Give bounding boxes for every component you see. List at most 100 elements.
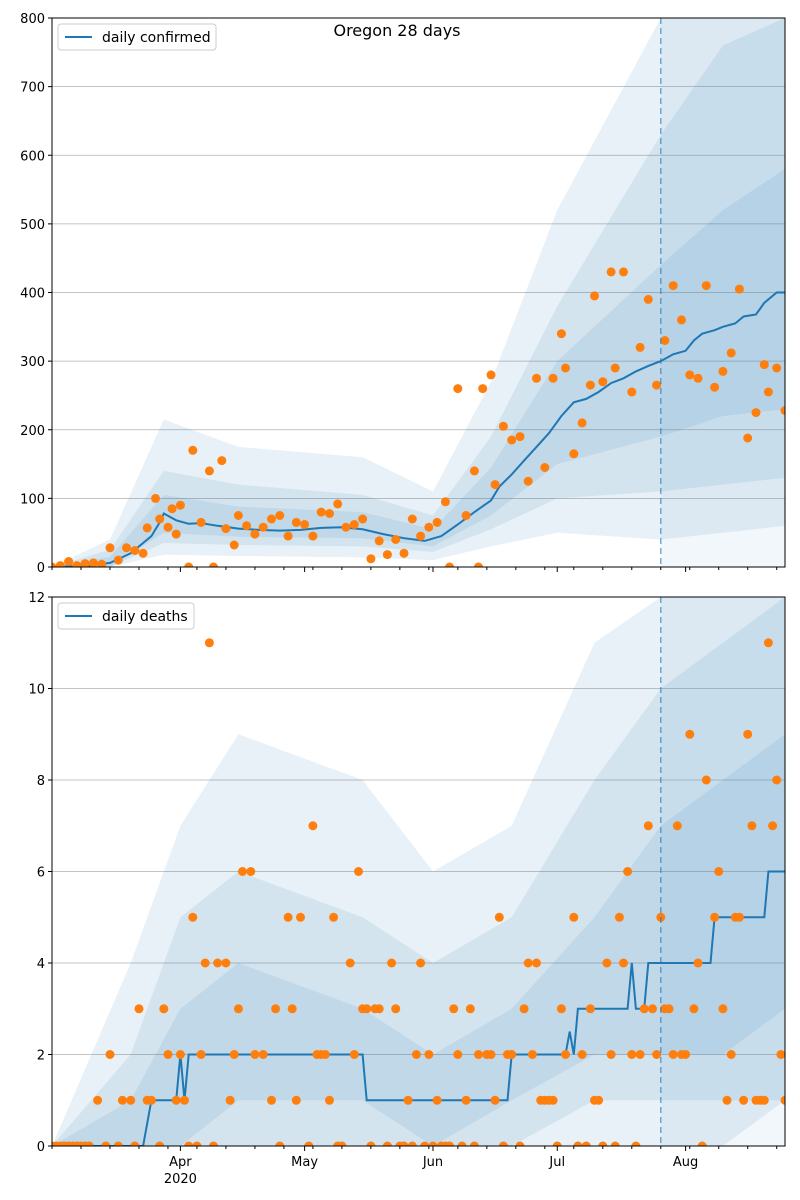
observed-point (569, 912, 579, 922)
observed-point (627, 387, 637, 397)
observed-point (577, 418, 587, 428)
series-line (52, 291, 785, 567)
observed-point (345, 958, 355, 968)
observed-point (55, 561, 65, 567)
observed-point (337, 1141, 347, 1146)
x-tick-label: Jul (548, 1155, 565, 1170)
observed-point (763, 387, 773, 397)
y-tick-label: 4 (37, 957, 45, 972)
observed-point (722, 1095, 732, 1105)
observed-point (540, 463, 550, 472)
y-tick-label: 0 (37, 1140, 45, 1155)
observed-point (275, 511, 285, 520)
observed-point (573, 1141, 583, 1146)
observed-point (507, 435, 517, 445)
observed-point (192, 1141, 202, 1146)
observed-point (242, 521, 252, 531)
observed-point (233, 511, 243, 520)
observed-point (743, 433, 753, 443)
observed-point (382, 550, 392, 560)
observed-point (623, 867, 633, 876)
observed-point (291, 1095, 301, 1105)
y-tick-label: 8 (37, 774, 45, 789)
observed-point (308, 531, 318, 541)
observed-point (780, 1095, 785, 1105)
observed-point (349, 1050, 359, 1059)
observed-point (469, 1141, 479, 1146)
observed-point (648, 1004, 657, 1014)
figure-title: Oregon 28 days (333, 21, 460, 40)
observed-point (84, 1141, 94, 1146)
observed-point (726, 1050, 736, 1059)
observed-point (606, 1050, 616, 1059)
observed-point (151, 493, 160, 503)
observed-point (772, 363, 782, 373)
observed-point (420, 1141, 430, 1146)
observed-point (316, 507, 326, 517)
observed-point (490, 1095, 500, 1105)
observed-point (693, 373, 703, 383)
observed-point (610, 1141, 620, 1146)
observed-point (117, 1095, 127, 1105)
observed-point (387, 958, 397, 968)
legend-box (57, 23, 217, 51)
observed-point (267, 514, 276, 524)
observed-point (734, 284, 744, 294)
legend-label: daily confirmed (102, 30, 211, 46)
observed-point (677, 315, 686, 325)
observed-point (134, 1004, 144, 1014)
observed-point (453, 384, 463, 394)
observed-point (296, 912, 305, 922)
observed-point (167, 504, 177, 514)
observed-point (461, 1095, 471, 1105)
observed-point (635, 342, 645, 352)
observed-point (407, 514, 417, 524)
observed-point (490, 480, 500, 490)
observed-point (469, 466, 479, 476)
observed-point (701, 775, 711, 785)
observed-point (325, 509, 334, 518)
observed-point (556, 1004, 566, 1014)
observed-point (693, 958, 703, 968)
observed-point (747, 821, 757, 831)
observed-point (163, 522, 173, 532)
observed-point (213, 958, 223, 968)
observed-point (614, 912, 624, 922)
observed-point (246, 867, 256, 876)
uncertainty-band-1 (52, 18, 785, 567)
observed-point (556, 329, 566, 339)
legend-label: daily deaths (102, 609, 188, 625)
observed-point (374, 536, 384, 546)
observed-point (660, 336, 670, 345)
observed-point (64, 557, 74, 566)
observed-point (718, 366, 728, 376)
observed-point (399, 1141, 409, 1146)
observed-point (175, 1050, 185, 1059)
y-tick-label: 400 (20, 287, 45, 302)
observed-point (734, 912, 744, 922)
plot-area (52, 597, 785, 1146)
observed-point (130, 1141, 140, 1146)
observed-point (689, 1004, 699, 1014)
observed-point (668, 281, 678, 291)
observed-point (399, 548, 409, 558)
observed-point (238, 867, 247, 876)
observed-point (780, 406, 785, 415)
observed-point (308, 821, 318, 831)
observed-point (287, 1004, 297, 1014)
observed-point (478, 384, 488, 394)
observed-point (291, 517, 301, 527)
observed-point (701, 281, 711, 291)
observed-point (498, 421, 508, 431)
observed-point (105, 1050, 115, 1059)
observed-point (171, 529, 181, 539)
series-line (52, 870, 785, 1146)
observed-point (635, 1050, 645, 1059)
observed-point (155, 514, 165, 524)
y-tick-label: 100 (20, 492, 45, 507)
observed-point (416, 531, 426, 541)
observed-point (585, 380, 595, 390)
observed-point (171, 1095, 181, 1105)
observed-point (710, 382, 720, 392)
observed-point (366, 1141, 376, 1146)
